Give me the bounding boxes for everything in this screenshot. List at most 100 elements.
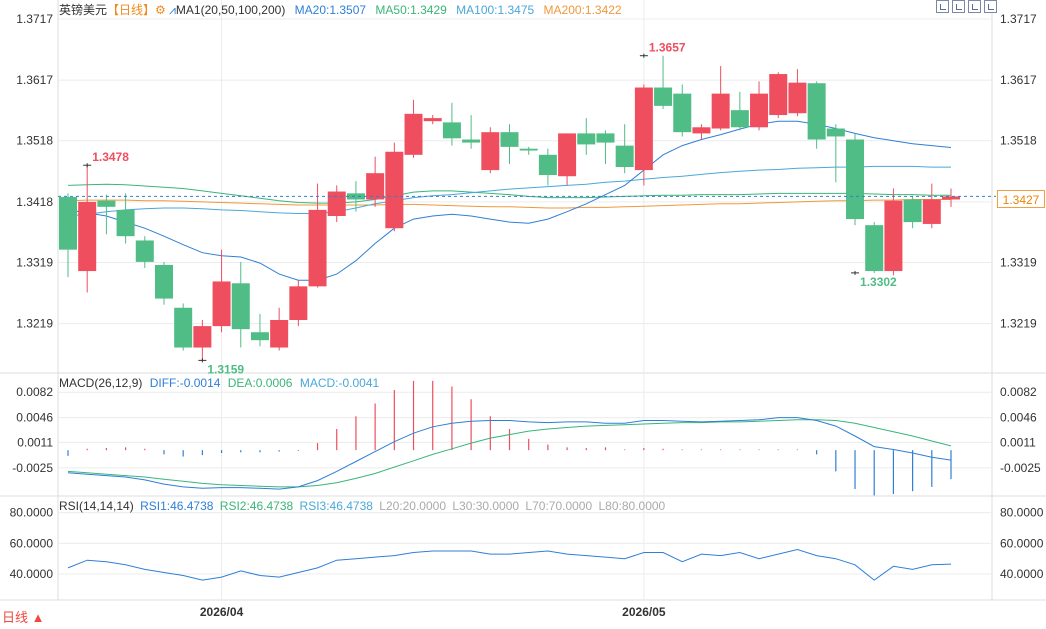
rsi2-value: RSI2:46.4738 — [219, 499, 294, 513]
candle-body — [711, 93, 730, 129]
candle-body — [865, 225, 884, 272]
symbol-title: 英镑美元 — [59, 3, 108, 17]
candle-body — [327, 191, 346, 216]
rsi-tick-right: 60.0000 — [1000, 536, 1044, 550]
rsi-tick-left: 40.0000 — [10, 567, 54, 581]
candle-body — [462, 139, 481, 143]
macd-label: MACD(26,12,9) — [59, 376, 143, 390]
price-tick-right: 1.3219 — [1000, 317, 1037, 331]
rsi-l70-value: L70:70.0000 — [525, 499, 593, 513]
rsi-tick-right: 40.0000 — [1000, 567, 1044, 581]
candle-body — [519, 148, 538, 151]
candle-body — [116, 209, 135, 237]
candle-body — [788, 82, 807, 114]
price-legend: 英镑美元【日线】⚙ ⩘MA1(20,50,100,200) MA20:1.350… — [59, 1, 622, 18]
candle-body — [615, 145, 634, 168]
candle-body — [826, 128, 845, 137]
candle-body — [250, 332, 269, 341]
macd-legend: MACD(26,12,9) DIFF:-0.0014 DEA:0.0006 MA… — [59, 376, 379, 390]
zoom-out-icon[interactable] — [952, 0, 965, 13]
rsi3-value: RSI3:46.4738 — [299, 499, 373, 513]
macd-tick-left: 0.0046 — [16, 411, 53, 425]
candle-body — [385, 151, 404, 229]
candle-body — [442, 122, 461, 139]
candle-body — [692, 127, 711, 134]
candle-body — [404, 113, 423, 155]
candle-body — [730, 110, 749, 128]
candle-body — [654, 87, 673, 106]
extreme-label: 1.3302 — [860, 275, 897, 289]
price-tick-right: 1.3319 — [1000, 255, 1037, 269]
ma50-line — [67, 183, 951, 204]
zoom-in-icon[interactable] — [936, 0, 949, 13]
price-tick-left: 1.3617 — [16, 73, 53, 87]
ma50-value: MA50:1.3429 — [375, 3, 447, 17]
rsi-line — [67, 548, 952, 581]
candle-body — [769, 74, 788, 116]
candle-body — [577, 133, 596, 145]
ma200-value: MA200:1.3422 — [543, 3, 622, 17]
candle-body — [673, 93, 692, 133]
current-price-tag: 1.3427 — [997, 190, 1045, 208]
macd-dea-line — [67, 419, 952, 488]
rsi-tick-right: 80.0000 — [1000, 506, 1044, 520]
rsi1-value: RSI1:46.4738 — [140, 499, 214, 513]
rsi-tick-left: 60.0000 — [10, 536, 54, 550]
candle-body — [558, 133, 577, 177]
rsi-legend: RSI(14,14,14) RSI1:46.4738 RSI2:46.4738 … — [59, 499, 665, 513]
ma100-line — [67, 165, 951, 217]
price-tick-right: 1.3717 — [1000, 12, 1037, 26]
ma20-value: MA20:1.3507 — [294, 3, 367, 17]
chart-type-icon[interactable] — [968, 0, 981, 13]
rsi-tick-left: 80.0000 — [10, 506, 54, 520]
ma100-value: MA100:1.3475 — [456, 3, 535, 17]
candle-body — [634, 87, 653, 171]
period-tag[interactable]: 【日线】 — [107, 3, 156, 17]
candle-body — [154, 264, 173, 299]
macd-diff-line — [67, 417, 952, 490]
macd-diff-value: DIFF:-0.0014 — [149, 376, 221, 390]
period-switch-button[interactable]: 日线 ▲ — [2, 610, 45, 625]
price-tick-left: 1.3518 — [16, 134, 53, 148]
rsi-l20-value: L20:20.0000 — [379, 499, 446, 513]
ma20-line — [67, 120, 952, 281]
time-axis-label: 2026/05 — [622, 605, 666, 619]
candle-body — [538, 154, 557, 176]
ma-indicator-icon: ⩘ — [169, 3, 176, 17]
candle-body — [308, 209, 327, 287]
extreme-label: 1.3657 — [649, 41, 686, 55]
candle-body — [423, 118, 442, 122]
macd-tick-left: -0.0025 — [12, 461, 53, 475]
candle-body — [78, 201, 97, 272]
candle-body — [366, 173, 385, 200]
candle-body — [135, 240, 154, 262]
candle-body — [231, 283, 250, 330]
extreme-label: 1.3159 — [207, 362, 244, 376]
candle-body — [903, 199, 922, 223]
price-tick-right: 1.3518 — [1000, 134, 1037, 148]
ma200-line — [67, 199, 951, 209]
fullscreen-icon[interactable] — [984, 0, 997, 13]
macd-hist-value: MACD:-0.0041 — [299, 376, 380, 390]
price-tick-left: 1.3219 — [16, 317, 53, 331]
candle-body — [212, 281, 231, 327]
candle-body — [59, 197, 77, 250]
candle-body — [289, 286, 308, 320]
candle-body — [884, 200, 903, 272]
price-tick-right: 1.3617 — [1000, 73, 1037, 87]
ma-label: MA1(20,50,100,200) — [175, 3, 286, 17]
rsi-l30-value: L30:30.0000 — [452, 499, 520, 513]
macd-tick-right: 0.0046 — [1000, 411, 1037, 425]
candle-body — [942, 196, 960, 200]
macd-tick-right: -0.0025 — [1000, 461, 1041, 475]
candle-body — [500, 132, 519, 147]
time-axis-label: 2026/04 — [200, 605, 244, 619]
candle-body — [193, 326, 212, 348]
settings-icon[interactable]: ⚙ — [155, 3, 166, 17]
macd-tick-right: 0.0011 — [1000, 435, 1036, 449]
candle-body — [922, 199, 941, 224]
macd-tick-right: 0.0082 — [1000, 385, 1037, 399]
candle-body — [846, 139, 865, 220]
candle-body — [346, 193, 365, 200]
